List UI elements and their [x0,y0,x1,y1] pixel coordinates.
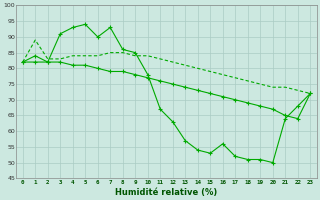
X-axis label: Humidité relative (%): Humidité relative (%) [116,188,218,197]
